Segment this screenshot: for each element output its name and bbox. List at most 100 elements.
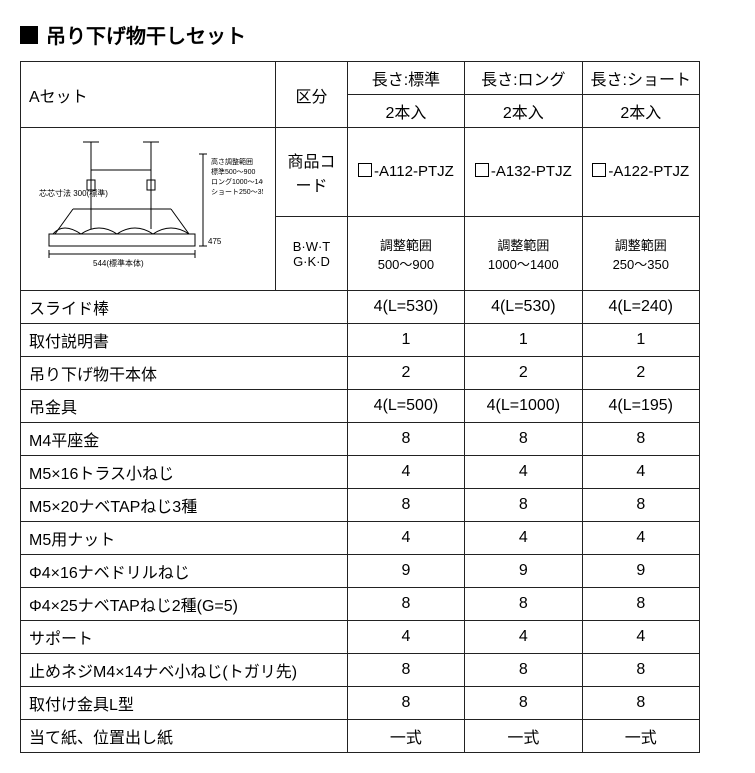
row-label: M4平座金 [21,423,348,456]
row-long: 8 [465,687,582,720]
row-std: 8 [347,423,464,456]
row-label: Φ4×25ナベTAPねじ2種(G=5) [21,588,348,621]
pack-long: 2本入 [465,95,582,128]
row-short: 4 [582,621,699,654]
row-label: 止めネジM4×14ナベ小ねじ(トガリ先) [21,654,348,687]
row-std: 8 [347,489,464,522]
table-row: M5用ナット444 [21,522,700,555]
set-label-cell: Aセット [21,62,276,128]
dim-base: 544(標準本体) [93,258,144,268]
row-label: 吊金具 [21,390,348,423]
row-long: 8 [465,423,582,456]
checkbox-icon [592,163,606,177]
table-row: 当て紙、位置出し紙一式一式一式 [21,720,700,753]
table-row: M5×20ナベTAPねじ3種888 [21,489,700,522]
code-short: -A122-PTJZ [582,128,699,217]
table-row: 止めネジM4×14ナベ小ねじ(トガリ先)888 [21,654,700,687]
row-short: 8 [582,654,699,687]
row-long: 4(L=530) [465,291,582,324]
dim-side: 475 [208,237,222,246]
row-std: 8 [347,687,464,720]
row-std: 一式 [347,720,464,753]
row-short: 9 [582,555,699,588]
row-std: 1 [347,324,464,357]
row-std: 2 [347,357,464,390]
row-short: 8 [582,687,699,720]
diagram-cell: 芯芯寸法 300(標準) 544(標準本体) 475 高さ調整範囲 標準500〜… [21,128,276,291]
row-label: 取付説明書 [21,324,348,357]
adj-long: 調整範囲1000〜1400 [465,217,582,291]
table-row: 取付け金具L型888 [21,687,700,720]
title-marker-icon [20,26,38,44]
header-row-1: Aセット 区分 長さ:標準 長さ:ロング 長さ:ショート [21,62,700,95]
table-row: スライド棒4(L=530)4(L=530)4(L=240) [21,291,700,324]
table-row: 吊金具4(L=500)4(L=1000)4(L=195) [21,390,700,423]
table-row: Φ4×16ナベドリルねじ999 [21,555,700,588]
code-long: -A132-PTJZ [465,128,582,217]
dim-r1: 標準500〜900 [211,167,255,176]
row-long: 4 [465,621,582,654]
row-long: 4(L=1000) [465,390,582,423]
page-title: 吊り下げ物干しセット [20,20,735,49]
table-row: M4平座金888 [21,423,700,456]
title-text: 吊り下げ物干しセット [46,20,246,49]
table-row: 吊り下げ物干本体222 [21,357,700,390]
row-long: 1 [465,324,582,357]
dim-r3: ショート250〜350 [211,189,263,196]
row-std: 4 [347,522,464,555]
row-long: 一式 [465,720,582,753]
row-label: Φ4×16ナベドリルねじ [21,555,348,588]
dim-adj: 高さ調整範囲 [211,157,253,166]
row-label: 取付け金具L型 [21,687,348,720]
code-label-cell: 商品コード [276,128,347,217]
row-long: 8 [465,654,582,687]
pack-std: 2本入 [347,95,464,128]
row-short: 8 [582,489,699,522]
row-std: 9 [347,555,464,588]
dim-r2: ロング1000〜1400 [211,177,263,186]
checkbox-icon [475,163,489,177]
row-short: 4 [582,522,699,555]
len-short-cell: 長さ:ショート [582,62,699,95]
row-long: 4 [465,522,582,555]
table-row: 取付説明書111 [21,324,700,357]
row-label: 吊り下げ物干本体 [21,357,348,390]
bwt-cell: B·W·TG·K·D [276,217,347,291]
row-short: 4(L=195) [582,390,699,423]
row-std: 4 [347,621,464,654]
row-std: 4(L=530) [347,291,464,324]
spec-table: Aセット 区分 長さ:標準 長さ:ロング 長さ:ショート 2本入 2本入 2本入 [20,61,700,753]
row-short: 2 [582,357,699,390]
row-short: 8 [582,588,699,621]
table-row: Φ4×25ナベTAPねじ2種(G=5)888 [21,588,700,621]
dim-pitch: 芯芯寸法 300(標準) [39,188,108,198]
row-std: 8 [347,654,464,687]
len-long-cell: 長さ:ロング [465,62,582,95]
row-short: 1 [582,324,699,357]
row-label: スライド棒 [21,291,348,324]
row-label: M5×16トラス小ねじ [21,456,348,489]
row-std: 4(L=500) [347,390,464,423]
row-std: 4 [347,456,464,489]
row-label: サポート [21,621,348,654]
row-label: 当て紙、位置出し紙 [21,720,348,753]
table-row: サポート444 [21,621,700,654]
row-label: M5用ナット [21,522,348,555]
row-short: 8 [582,423,699,456]
row-long: 8 [465,588,582,621]
pack-short: 2本入 [582,95,699,128]
adj-short: 調整範囲250〜350 [582,217,699,291]
row-short: 4 [582,456,699,489]
row-long: 9 [465,555,582,588]
row-long: 4 [465,456,582,489]
row-label: M5×20ナベTAPねじ3種 [21,489,348,522]
code-std: -A112-PTJZ [347,128,464,217]
row-long: 2 [465,357,582,390]
row-short: 一式 [582,720,699,753]
kubun-cell: 区分 [276,62,347,128]
row-long: 8 [465,489,582,522]
row-short: 4(L=240) [582,291,699,324]
table-row: M5×16トラス小ねじ444 [21,456,700,489]
code-row: 芯芯寸法 300(標準) 544(標準本体) 475 高さ調整範囲 標準500〜… [21,128,700,217]
adj-std: 調整範囲500〜900 [347,217,464,291]
